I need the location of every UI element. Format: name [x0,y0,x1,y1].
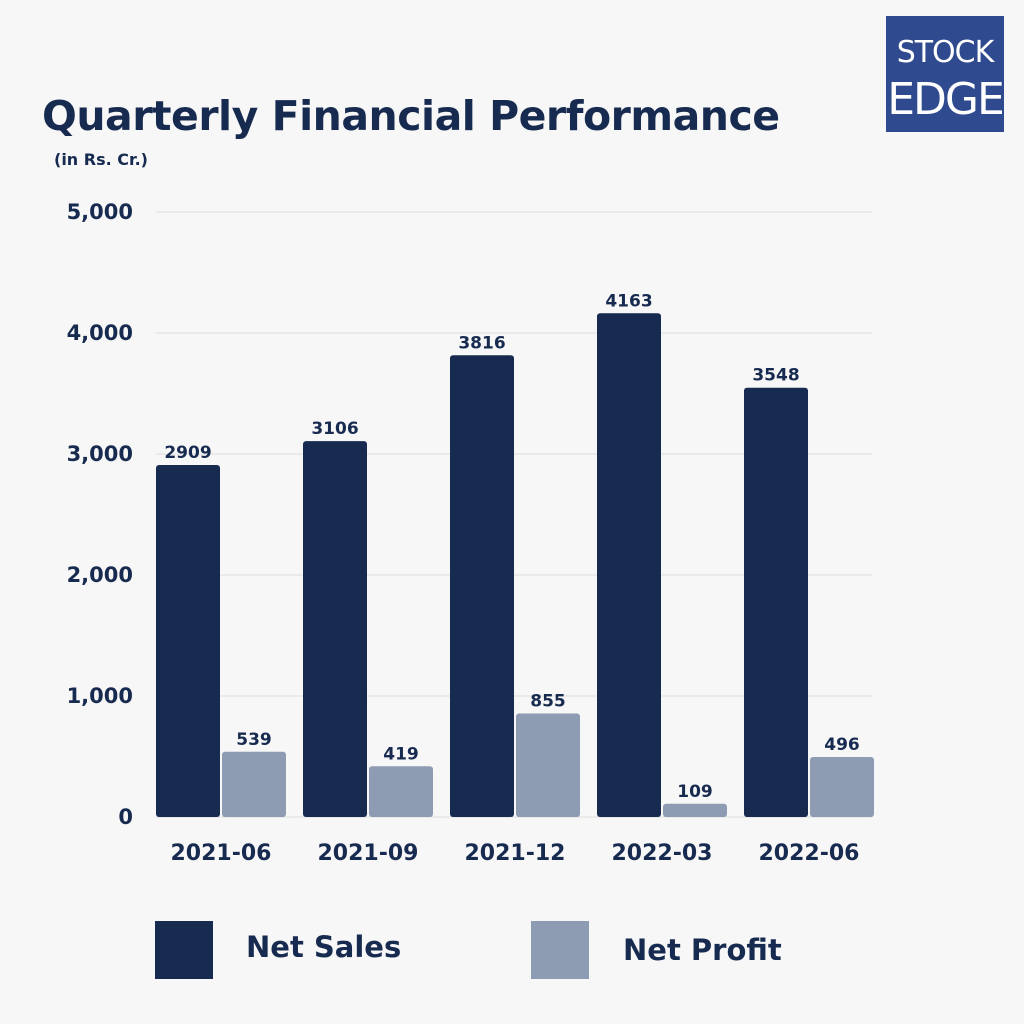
data-label-net-profit: 539 [236,730,272,750]
x-tick-label: 2021-09 [318,841,419,866]
legend-swatch-net-profit [531,921,589,979]
data-label-net-sales: 3816 [458,333,505,353]
data-label-net-sales: 2909 [164,443,211,463]
y-axis-ticks: 0 1,000 2,000 3,000 4,000 5,000 [67,200,133,829]
y-tick-label: 2,000 [67,563,133,587]
bar-net-profit [222,751,286,817]
y-tick-label: 3,000 [67,442,133,466]
x-tick-label: 2021-12 [465,841,566,866]
y-tick-label: 4,000 [67,321,133,345]
logo-line-2: EDGE [887,74,1003,125]
bar-net-profit [516,713,580,817]
data-label-net-sales: 4163 [605,291,652,311]
legend-swatch-net-sales [155,921,213,979]
data-labels: 2909 539 3106 419 3816 855 4163 109 3548 496 [164,291,859,802]
logo-line-1: STOCK [897,35,996,70]
x-tick-label: 2022-03 [612,841,713,866]
data-label-net-profit: 496 [824,735,860,755]
bar-net-sales [303,441,367,817]
legend-label-net-profit: Net Profit [623,933,782,967]
chart-title: Quarterly Financial Performance [42,92,780,140]
y-tick-label: 1,000 [67,684,133,708]
legend-label-net-sales: Net Sales [246,930,402,964]
x-axis-ticks: 2021-06 2021-09 2021-12 2022-03 2022-06 [171,841,860,866]
bar-net-profit [663,803,727,817]
bar-net-sales [450,355,514,817]
bar-net-sales [597,313,661,817]
data-label-net-profit: 109 [677,782,713,802]
bar-net-sales [744,387,808,817]
bars [156,313,874,817]
bar-net-profit [810,756,874,817]
bar-net-sales [156,465,220,817]
data-label-net-profit: 855 [530,692,566,712]
y-tick-label: 0 [118,805,133,829]
data-label-net-profit: 419 [383,744,419,764]
data-label-net-sales: 3106 [311,419,358,439]
chart-subtitle: (in Rs. Cr.) [54,150,148,169]
x-tick-label: 2022-06 [759,841,860,866]
x-tick-label: 2021-06 [171,841,272,866]
logo-background [886,16,1004,132]
y-tick-label: 5,000 [67,200,133,224]
bar-net-profit [369,766,433,817]
data-label-net-sales: 3548 [752,366,799,386]
stockedge-logo: STOCK EDGE [886,16,1004,132]
